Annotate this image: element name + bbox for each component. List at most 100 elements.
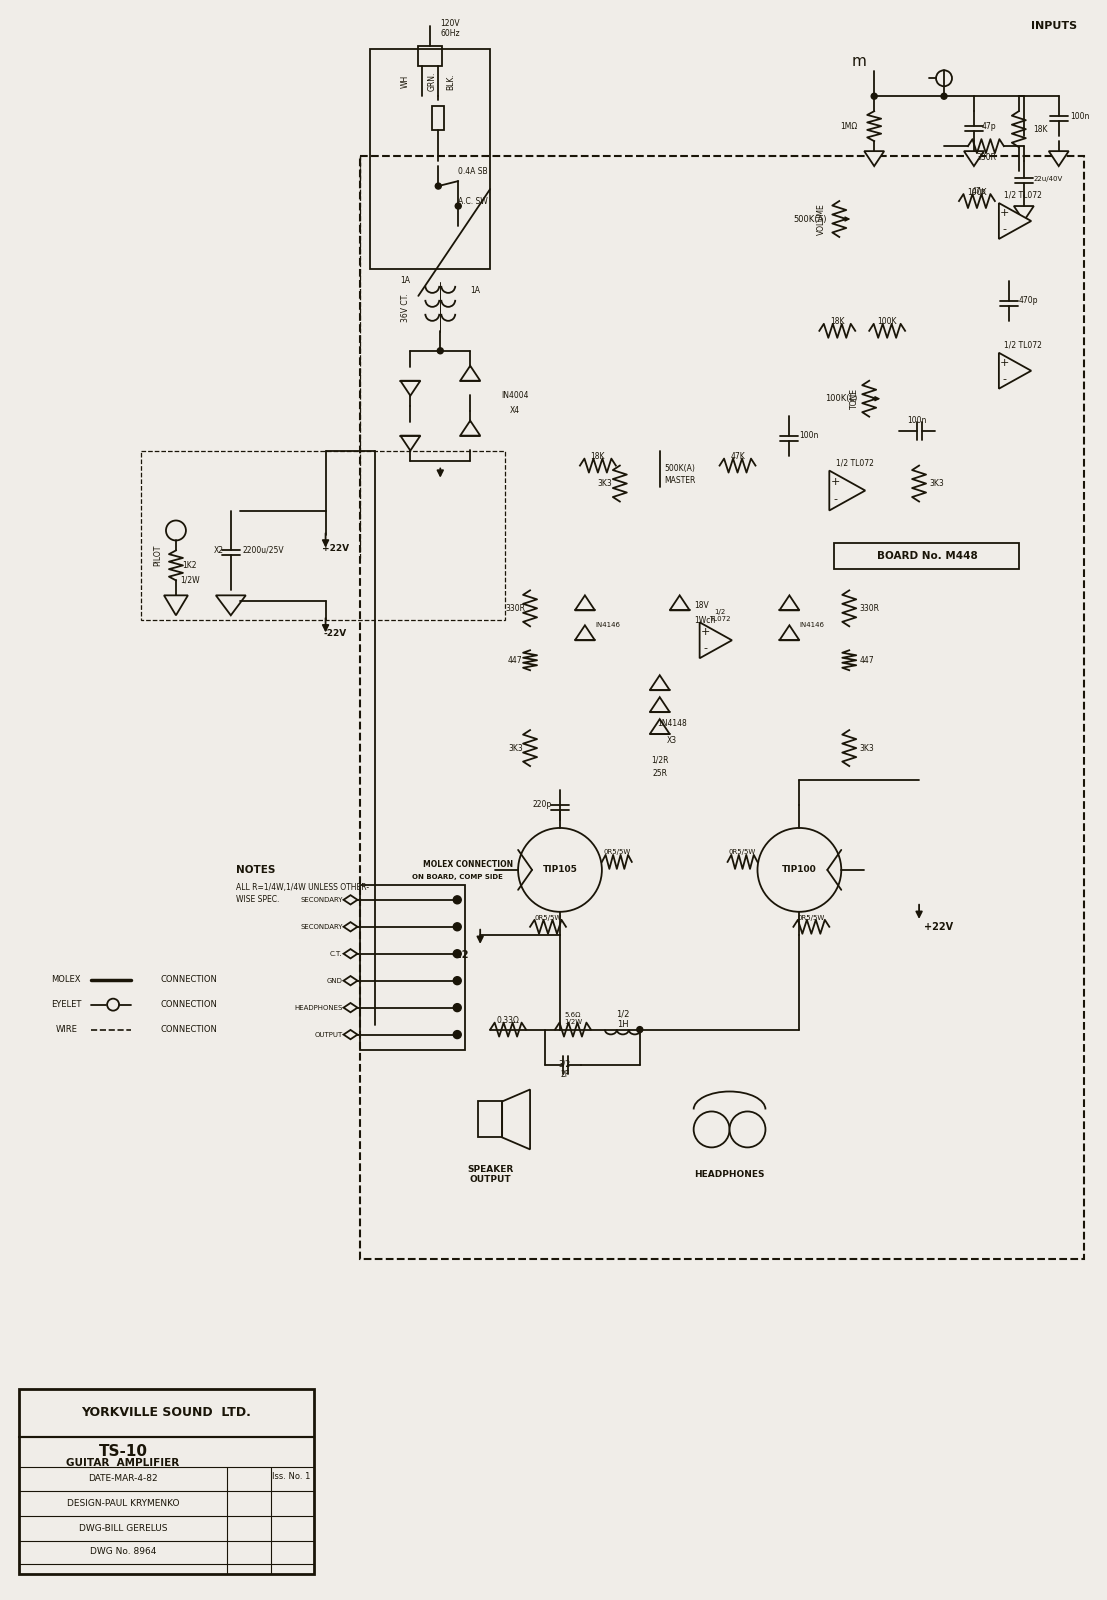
Text: OUTPUT: OUTPUT — [314, 1032, 342, 1037]
Text: +: + — [1001, 358, 1010, 368]
Polygon shape — [650, 675, 670, 690]
Polygon shape — [343, 1003, 358, 1013]
Text: 18K: 18K — [830, 317, 845, 326]
Circle shape — [694, 1112, 730, 1147]
Text: -: - — [1003, 224, 1007, 234]
Text: 1A: 1A — [401, 277, 411, 285]
Text: CONNECTION: CONNECTION — [161, 1000, 218, 1010]
Text: 18K: 18K — [591, 453, 606, 461]
Text: -: - — [704, 643, 707, 653]
Text: 3/2
2F: 3/2 2F — [559, 1059, 571, 1080]
Polygon shape — [700, 622, 732, 658]
Text: BOARD No. M448: BOARD No. M448 — [877, 552, 977, 562]
Text: 22u/40V: 22u/40V — [1034, 176, 1063, 181]
Text: C.T.: C.T. — [330, 950, 342, 957]
Text: 1/2 TL072: 1/2 TL072 — [1004, 341, 1042, 349]
Bar — [19, 1389, 313, 1574]
Polygon shape — [401, 435, 421, 451]
Text: 18V: 18V — [695, 602, 710, 610]
Text: +22V: +22V — [322, 544, 349, 554]
Bar — [371, 50, 490, 269]
Text: 1/2
TL072: 1/2 TL072 — [708, 610, 731, 622]
Circle shape — [107, 998, 120, 1011]
Text: 100n: 100n — [799, 430, 819, 440]
Circle shape — [453, 923, 462, 931]
Text: MOLEX: MOLEX — [52, 974, 81, 984]
Text: 0R5/5W: 0R5/5W — [798, 915, 825, 920]
Polygon shape — [461, 421, 480, 435]
Text: WH: WH — [401, 75, 410, 88]
Bar — [141, 451, 505, 621]
Circle shape — [518, 827, 602, 912]
Circle shape — [453, 1003, 462, 1011]
Text: 1/2R: 1/2R — [651, 755, 669, 765]
Text: 330R: 330R — [859, 603, 879, 613]
Circle shape — [453, 1030, 462, 1038]
Text: SECONDARY: SECONDARY — [300, 923, 342, 930]
Text: 100n: 100n — [1070, 112, 1090, 120]
Polygon shape — [164, 595, 188, 616]
Text: 3K3: 3K3 — [859, 744, 875, 752]
Text: 0R5/5W: 0R5/5W — [603, 850, 631, 854]
Text: 220p: 220p — [532, 800, 551, 810]
Text: 1Wch: 1Wch — [695, 616, 716, 626]
Text: 1MΩ: 1MΩ — [840, 122, 858, 131]
Text: 1N4148: 1N4148 — [656, 718, 686, 728]
Text: 100K: 100K — [968, 187, 986, 197]
Circle shape — [871, 93, 877, 99]
Bar — [361, 157, 1084, 1259]
Text: +: + — [830, 477, 840, 486]
Circle shape — [937, 70, 952, 86]
Text: MOLEX CONNECTION: MOLEX CONNECTION — [423, 861, 513, 869]
Text: -: - — [1003, 374, 1007, 384]
Text: 1/2W: 1/2W — [180, 576, 199, 586]
Text: 47p: 47p — [982, 122, 996, 131]
Text: -22: -22 — [452, 950, 469, 960]
Bar — [433, 106, 444, 130]
Text: 447: 447 — [859, 656, 873, 664]
Polygon shape — [343, 976, 358, 986]
Text: 1/2 TL072: 1/2 TL072 — [836, 458, 875, 467]
Text: 3K3: 3K3 — [598, 478, 612, 488]
Polygon shape — [650, 698, 670, 712]
Text: 47K: 47K — [731, 453, 745, 461]
Text: 18K: 18K — [1033, 125, 1047, 134]
Circle shape — [166, 520, 186, 541]
Text: 0.33Ω: 0.33Ω — [497, 1016, 519, 1026]
Text: -: - — [834, 494, 837, 504]
Text: TIP100: TIP100 — [782, 866, 817, 874]
Text: +: + — [1001, 208, 1010, 218]
Text: 500K(A): 500K(A) — [794, 214, 827, 224]
Text: 330R: 330R — [976, 152, 996, 162]
Text: ON BOARD, COMP SIDE: ON BOARD, COMP SIDE — [412, 874, 504, 880]
Text: 1A: 1A — [470, 286, 480, 296]
Text: TS-10: TS-10 — [99, 1445, 147, 1459]
Polygon shape — [401, 381, 421, 395]
Polygon shape — [343, 949, 358, 958]
Text: 0R5/5W: 0R5/5W — [728, 850, 756, 854]
Text: 500K(A): 500K(A) — [664, 464, 695, 474]
Polygon shape — [779, 595, 799, 610]
Text: 2200u/25V: 2200u/25V — [242, 546, 284, 555]
Polygon shape — [343, 922, 358, 931]
Polygon shape — [999, 203, 1032, 238]
Circle shape — [637, 1027, 643, 1032]
Text: 5.6Ω
1/2W: 5.6Ω 1/2W — [563, 1013, 582, 1026]
Polygon shape — [343, 1030, 358, 1040]
Text: Iss. No. 1: Iss. No. 1 — [272, 1472, 311, 1482]
Text: X4: X4 — [510, 406, 520, 414]
Bar — [418, 46, 443, 66]
Text: TIP105: TIP105 — [542, 866, 578, 874]
Polygon shape — [503, 1090, 530, 1149]
Text: 100K(L): 100K(L) — [825, 394, 857, 403]
Polygon shape — [779, 626, 799, 640]
Text: +22V: +22V — [924, 922, 953, 931]
Text: CONNECTION: CONNECTION — [161, 974, 218, 984]
Text: 36V CT.: 36V CT. — [401, 293, 410, 322]
Circle shape — [435, 182, 442, 189]
Text: DWG-BILL GERELUS: DWG-BILL GERELUS — [79, 1525, 167, 1533]
Text: TONE: TONE — [850, 389, 859, 410]
Text: 0R5/5W: 0R5/5W — [535, 915, 561, 920]
Polygon shape — [865, 150, 884, 166]
Bar — [478, 1101, 503, 1138]
